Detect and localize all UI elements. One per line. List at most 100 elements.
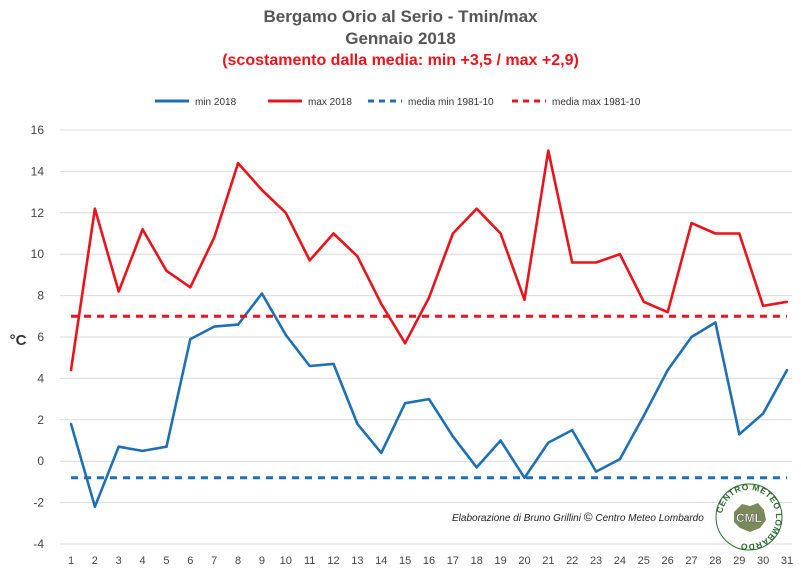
series-point-0 <box>666 368 669 372</box>
y-axis: -4 -2 0 2 4 6 8 10 12 14 16 <box>31 123 45 551</box>
x-tick-label: 4 <box>140 555 146 567</box>
series-point-1 <box>141 228 144 231</box>
x-tick-label: 8 <box>235 555 241 567</box>
series-point-0 <box>547 441 550 444</box>
x-tick-label: 13 <box>351 555 363 567</box>
x-tick-label: 20 <box>518 555 530 567</box>
legend: min 2018 max 2018 media min 1981-10 media m… <box>155 97 641 108</box>
series-point-0 <box>380 451 383 455</box>
x-tick-label: 17 <box>447 555 459 567</box>
series-point-0 <box>499 439 502 442</box>
series-point-1 <box>523 298 526 301</box>
series-point-0 <box>332 362 335 366</box>
x-tick-label: 2 <box>92 555 98 567</box>
x-tick-label: 31 <box>781 555 793 567</box>
legend-label: media max 1981-10 <box>552 97 641 108</box>
y-tick-label: 6 <box>37 330 44 344</box>
series-point-0 <box>571 428 574 432</box>
series-point-0 <box>284 333 287 337</box>
chart-subtitle: Gennaio 2018 <box>345 29 456 48</box>
series-point-0 <box>189 337 192 341</box>
series-point-1 <box>475 207 478 210</box>
x-axis: 1 2 3 4 5 6 7 8 9 10 11 12 13 14 15 16 17 18 19 20 21 22 23 24 2… <box>68 555 793 567</box>
credit: Elaborazione di Bruno Grillini © Centro … <box>452 510 704 524</box>
series-point-0 <box>785 368 789 372</box>
y-tick-label: 2 <box>37 413 44 427</box>
y-tick-label: 4 <box>37 371 44 385</box>
series-point-1 <box>213 236 216 239</box>
credit-author: Elaborazione di Bruno Grillini <box>452 513 581 524</box>
series-point-1 <box>308 259 311 262</box>
series-point-1 <box>236 161 240 165</box>
series-point-0 <box>475 466 478 469</box>
series-point-0 <box>427 397 431 401</box>
legend-label: media min 1981-10 <box>408 97 494 108</box>
x-tick-label: 24 <box>614 555 626 567</box>
series-point-0 <box>738 433 741 436</box>
series-point-1 <box>666 310 669 314</box>
y-tick-label: 14 <box>31 164 45 178</box>
chart-note: (scostamento dalla media: min +3,5 / max… <box>222 52 579 69</box>
series-point-1 <box>714 232 717 235</box>
y-tick-label: -2 <box>33 496 44 510</box>
series-point-0 <box>618 457 622 461</box>
series-point-1 <box>547 149 550 152</box>
series-point-1 <box>117 290 120 293</box>
x-tick-label: 5 <box>163 555 169 567</box>
x-tick-label: 11 <box>304 555 315 567</box>
copyright-symbol: © <box>583 510 593 524</box>
series-point-0 <box>93 505 97 508</box>
x-tick-label: 29 <box>733 555 745 567</box>
x-tick-label: 14 <box>375 555 387 567</box>
series-point-0 <box>690 335 693 339</box>
x-tick-label: 22 <box>566 555 578 567</box>
series-point-0 <box>260 292 264 295</box>
y-tick-label: 0 <box>37 454 44 468</box>
x-tick-label: 15 <box>399 555 411 567</box>
x-tick-label: 9 <box>259 555 265 567</box>
series-point-0 <box>594 470 598 473</box>
svg-text:CML: CML <box>736 511 762 525</box>
x-tick-label: 18 <box>471 555 483 567</box>
x-tick-label: 30 <box>757 555 769 567</box>
x-tick-label: 3 <box>116 555 122 567</box>
series-point-1 <box>356 255 359 258</box>
series-point-1 <box>690 221 693 225</box>
chart-title: Bergamo Orio al Serio - Tmin/max <box>263 7 538 26</box>
series-point-0 <box>213 325 216 328</box>
y-tick-label: -4 <box>33 537 44 551</box>
series-point-1 <box>785 300 789 304</box>
y-tick-label: 16 <box>31 123 45 137</box>
series-point-1 <box>284 211 287 214</box>
series-point-1 <box>761 304 765 308</box>
y-tick-label: 10 <box>31 247 45 261</box>
cml-logo: CENTRO METEO LOMBARDO CML <box>714 482 783 552</box>
x-tick-label: 7 <box>211 555 217 567</box>
x-tick-label: 25 <box>638 555 650 567</box>
x-tick-label: 12 <box>327 555 339 567</box>
series-point-1 <box>260 188 264 192</box>
x-tick-label: 16 <box>423 555 435 567</box>
legend-label: min 2018 <box>195 97 237 108</box>
series-point-0 <box>761 412 765 415</box>
series-point-1 <box>165 269 168 272</box>
x-tick-label: 21 <box>542 555 554 567</box>
series-point-0 <box>403 402 407 405</box>
series-point-0 <box>642 414 645 417</box>
series-point-1 <box>189 286 192 289</box>
series-point-0 <box>308 364 311 368</box>
series-point-1 <box>427 296 431 299</box>
series-point-0 <box>236 323 240 326</box>
y-tick-label: 8 <box>37 289 44 303</box>
series-point-1 <box>69 368 73 372</box>
x-tick-label: 28 <box>709 555 721 567</box>
x-tick-label: 23 <box>590 555 602 567</box>
x-tick-label: 27 <box>685 555 697 567</box>
y-axis-label: °C <box>10 332 27 349</box>
series-point-0 <box>117 445 120 448</box>
series-point-1 <box>403 342 407 345</box>
series-point-1 <box>642 300 645 304</box>
x-tick-label: 26 <box>662 555 674 567</box>
series-point-0 <box>69 422 73 426</box>
